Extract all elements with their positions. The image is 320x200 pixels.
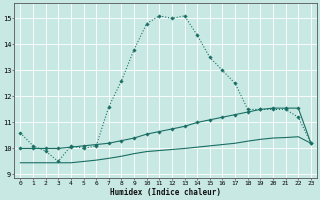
X-axis label: Humidex (Indice chaleur): Humidex (Indice chaleur)	[110, 188, 221, 197]
